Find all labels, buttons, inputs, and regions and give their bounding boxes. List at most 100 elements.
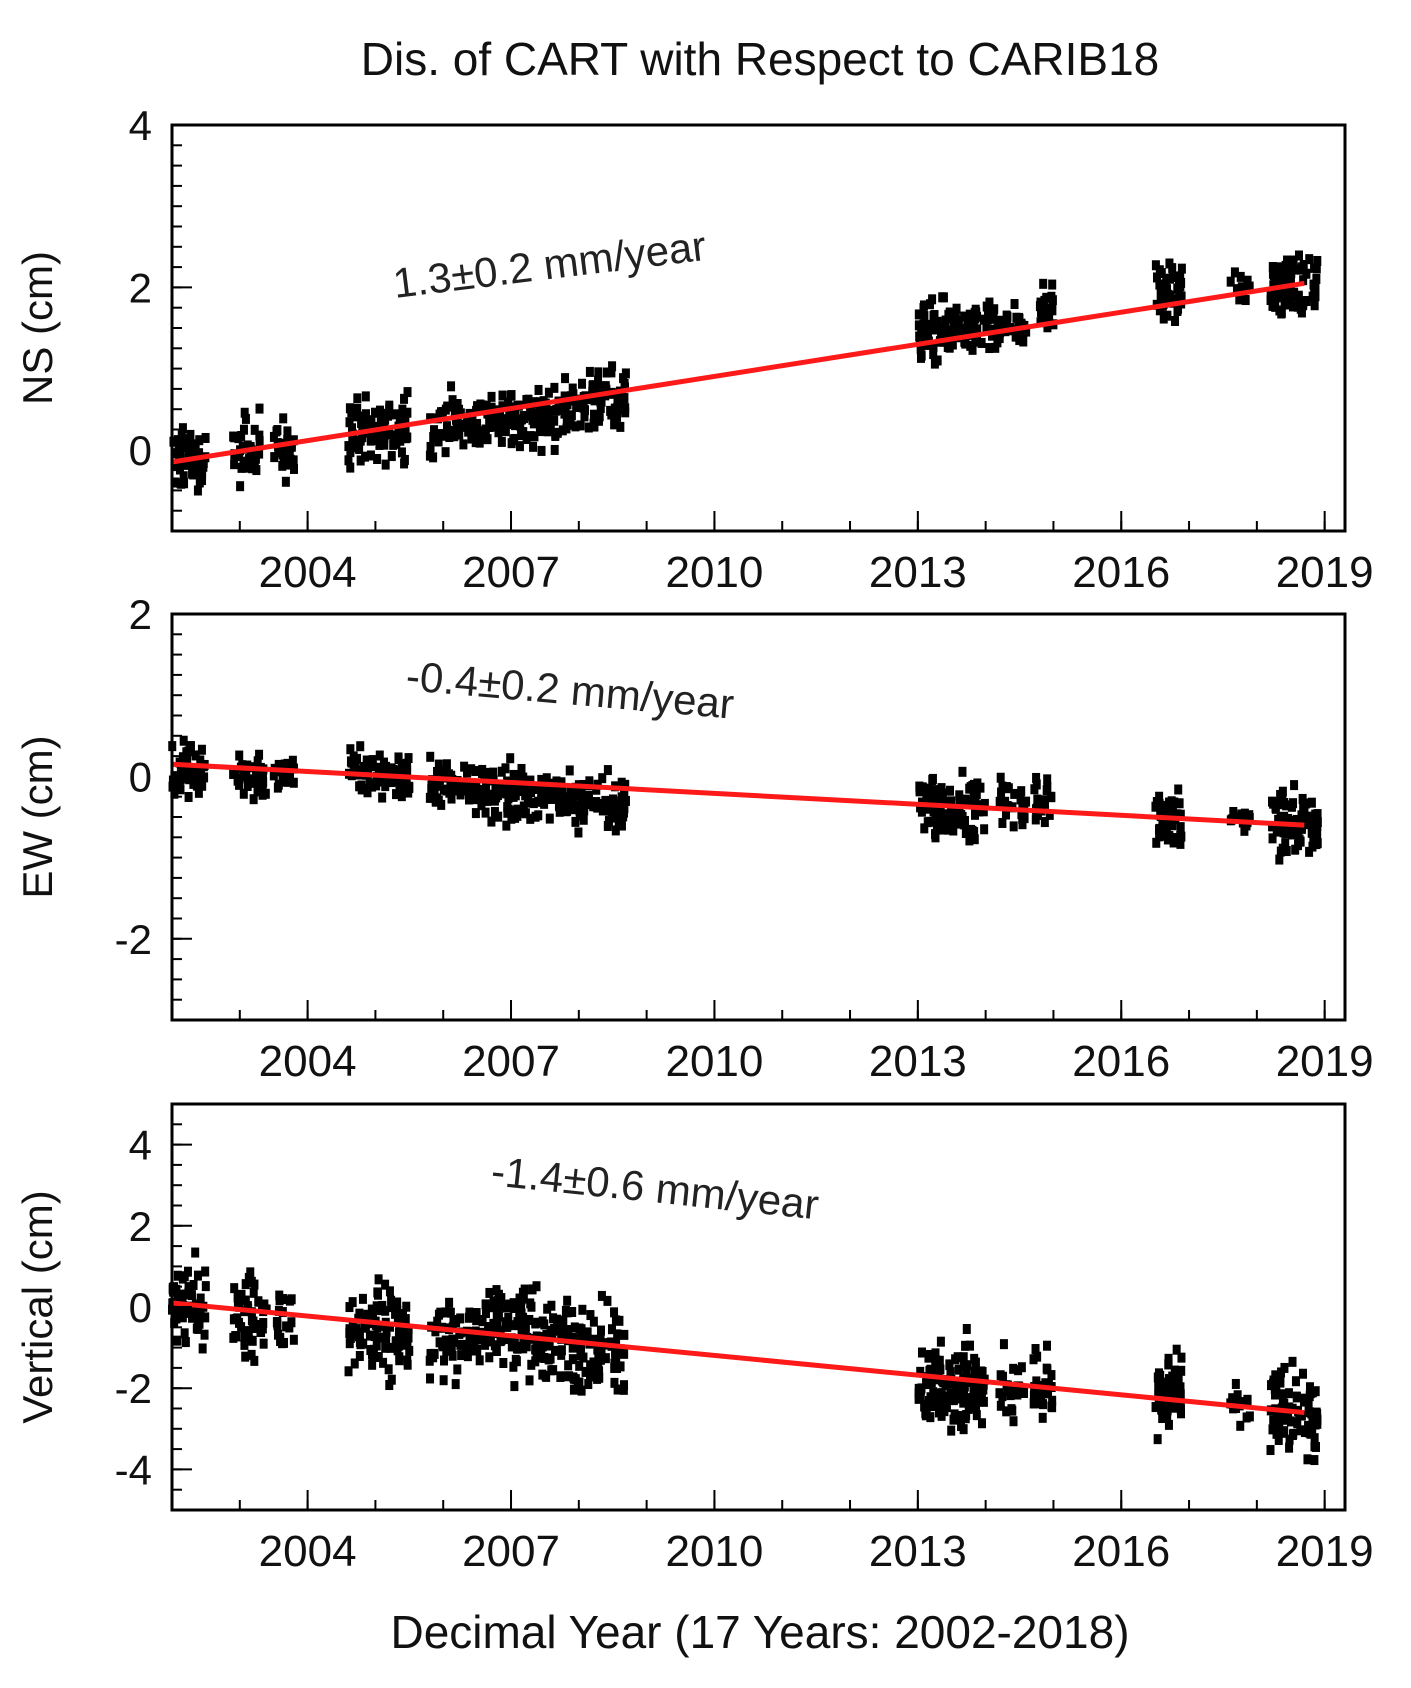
data-point [956,1382,965,1393]
data-point [487,789,496,800]
data-point [374,1274,383,1285]
data-point [1151,1402,1160,1413]
data-point [586,1310,595,1321]
data-point [1174,1373,1183,1384]
data-point [1041,311,1050,322]
data-point [487,402,496,413]
data-point [1271,1370,1280,1381]
data-point [346,447,355,458]
data-point [583,1327,592,1338]
data-point [288,755,297,766]
data-point [1160,816,1169,827]
data-point [380,439,389,450]
data-point [457,1350,466,1361]
data-point [350,440,359,451]
y-tick-label: -4 [115,1446,152,1493]
data-point [477,1314,486,1325]
data-point [1289,290,1298,301]
data-point [1278,1396,1287,1407]
data-point [578,1304,587,1315]
data-point [598,773,607,784]
data-point [519,786,528,797]
data-point [370,1331,379,1342]
data-point [496,1336,505,1347]
data-point [1164,1359,1173,1370]
data-point [1165,258,1174,269]
data-point [559,1315,568,1326]
data-point [589,1316,598,1327]
data-point [367,1314,376,1325]
data-point [385,1286,394,1297]
data-point [603,820,612,831]
data-point [175,464,184,475]
panel-ns: 0 2 4 2004 2007 2010 2013 2016 2019 NS (cm) 1.3±0.… [14,102,1374,597]
data-point [1313,838,1322,849]
data-point [553,427,562,438]
data-point [475,1355,484,1366]
data-point [229,1314,238,1325]
data-point [1275,1421,1284,1432]
data-point [1015,326,1024,337]
data-point [385,1380,394,1391]
data-point [230,1283,239,1294]
data-point [1291,1376,1300,1387]
data-point [929,349,938,360]
data-point [184,791,193,802]
data-point [946,785,955,796]
data-point [518,1287,527,1298]
data-point [394,1327,403,1338]
data-point [1310,300,1319,311]
data-point [1278,786,1287,797]
data-point [949,825,958,836]
data-point [588,386,597,397]
data-point [946,817,955,828]
data-point [578,378,587,389]
data-point [1164,1419,1173,1430]
data-point [1299,801,1308,812]
data-point [243,780,252,791]
data-point [381,781,390,792]
data-point [509,1302,518,1313]
data-point [1003,320,1012,331]
data-point [478,796,487,807]
data-point [919,300,928,311]
data-point [490,1320,499,1331]
data-point [565,1371,574,1382]
data-point [945,342,954,353]
data-point [610,419,619,430]
data-point [581,1366,590,1377]
data-point [593,802,602,813]
data-point [487,816,496,827]
data-point [196,755,205,766]
data-point [483,434,492,445]
data-point [433,1316,442,1327]
data-point [385,1321,394,1332]
data-point [456,408,465,419]
data-point [356,455,365,466]
data-point [377,1305,386,1316]
data-point [487,421,496,432]
data-point [603,765,612,776]
data-point [494,811,503,822]
data-point [1152,837,1161,848]
data-point [250,458,259,469]
data-point [185,744,194,755]
data-point [426,413,435,424]
data-point [1164,289,1173,300]
data-point [434,436,443,447]
data-point [960,815,969,826]
data-point [381,414,390,425]
data-point [1040,817,1049,828]
data-point [195,448,204,459]
data-point [1285,1402,1294,1413]
data-point [366,450,375,461]
data-point [191,750,200,761]
data-point [916,1366,925,1377]
data-point [403,1355,412,1366]
data-point [350,762,359,773]
data-point [506,390,515,401]
data-point [588,381,597,392]
data-point [470,1340,479,1351]
data-point [464,794,473,805]
data-point [504,419,513,430]
